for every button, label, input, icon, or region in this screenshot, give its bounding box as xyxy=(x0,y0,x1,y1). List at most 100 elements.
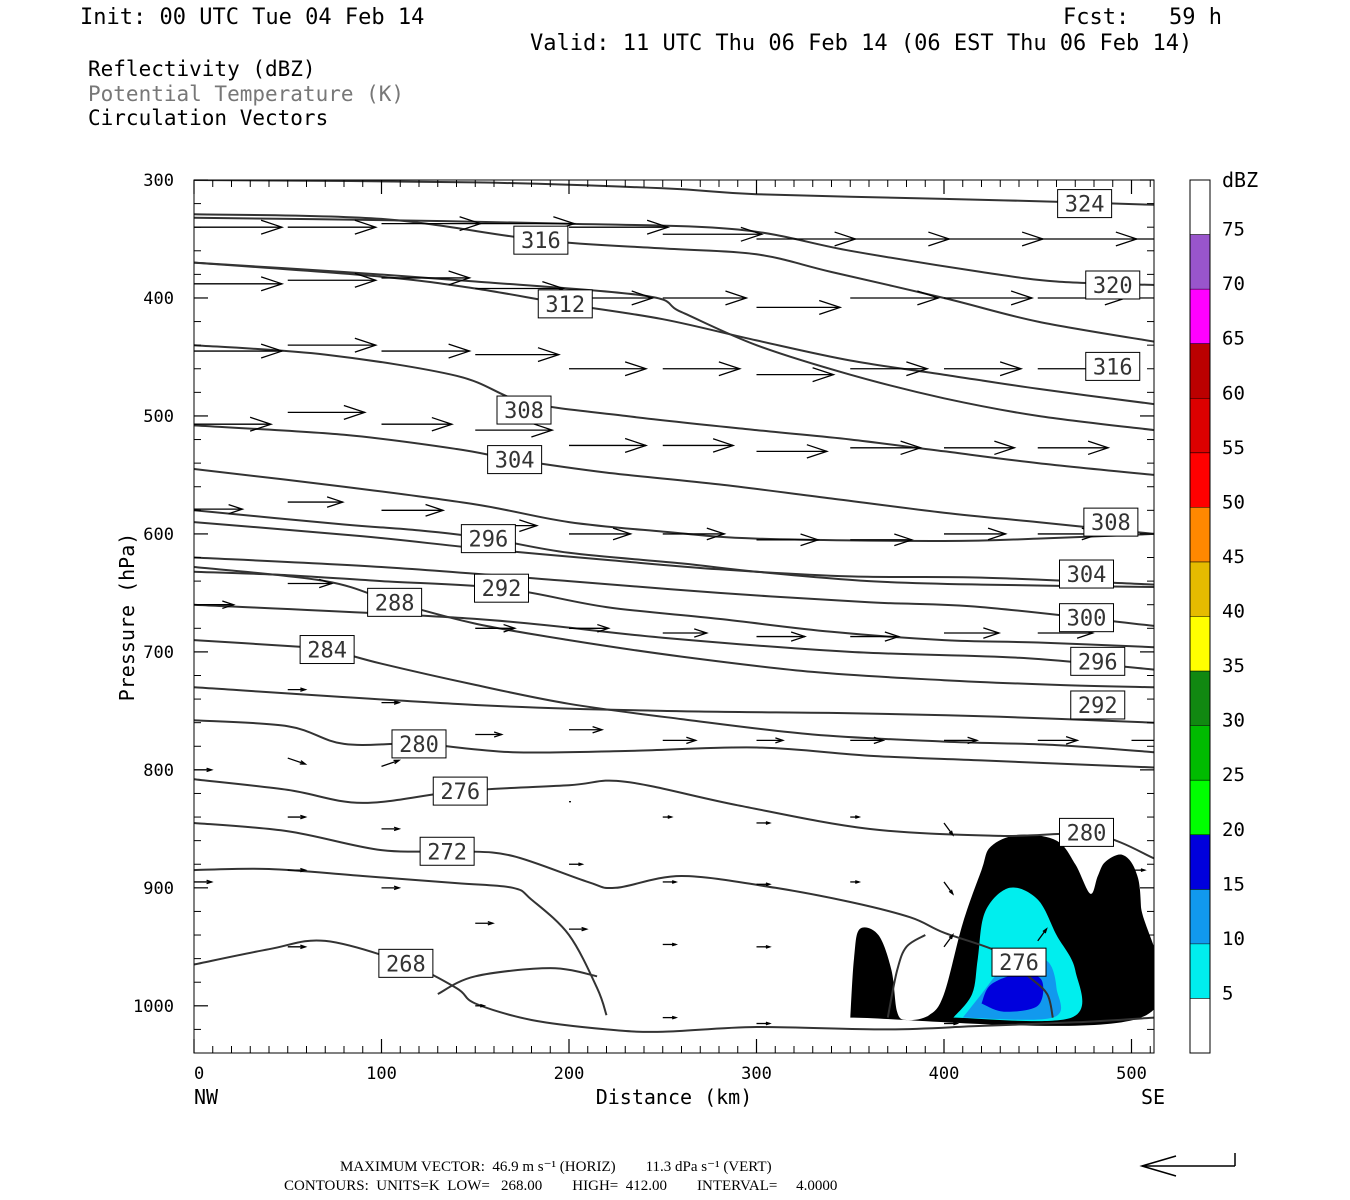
colorbar-label: 35 xyxy=(1222,655,1245,677)
colorbar-segment xyxy=(1190,725,1210,781)
reflectivity-fill xyxy=(850,834,1154,1026)
y-tick-label: 600 xyxy=(143,525,174,545)
theta-contour-276-17 xyxy=(194,778,1154,860)
colorbar-label: 70 xyxy=(1222,273,1245,295)
colorbar-segment xyxy=(1190,561,1210,617)
wind-vector xyxy=(944,627,1002,639)
y-tick-label: 800 xyxy=(143,761,174,781)
wind-vector xyxy=(756,299,843,315)
circulation-vectors xyxy=(194,216,1154,1026)
contour-label-276: 276 xyxy=(991,947,1047,977)
colorbar-label: 55 xyxy=(1222,437,1245,459)
wind-vector xyxy=(569,437,649,453)
theta-contour-316-4 xyxy=(194,261,1154,432)
wind-vector xyxy=(381,885,402,891)
colorbar-unit: dBZ xyxy=(1222,168,1258,192)
colorbar-segment xyxy=(1190,180,1210,235)
svg-text:300: 300 xyxy=(1067,607,1107,632)
wind-vector xyxy=(194,219,285,235)
theta-contour-308-7 xyxy=(194,468,1154,543)
wind-vector xyxy=(850,631,901,642)
wind-vector xyxy=(756,631,807,642)
wind-vector xyxy=(756,533,821,547)
colorbar-segment xyxy=(1190,398,1210,453)
y-axis-label: Pressure (hPa) xyxy=(115,533,139,702)
wind-vector xyxy=(756,367,836,383)
wind-vector xyxy=(756,882,772,887)
wind-vector xyxy=(287,578,334,589)
wind-vector xyxy=(381,416,454,432)
wind-vector xyxy=(1037,850,1048,865)
svg-text:292: 292 xyxy=(482,577,522,602)
wind-vector xyxy=(381,343,472,359)
wind-vector xyxy=(850,880,862,884)
wind-vector xyxy=(662,942,679,947)
svg-text:308: 308 xyxy=(1091,511,1131,536)
contour-label-272: 272 xyxy=(419,836,475,866)
svg-text:308: 308 xyxy=(504,399,544,424)
contour-label-296: 296 xyxy=(460,524,516,554)
wind-vector xyxy=(287,687,308,692)
theta-contour-320-1 xyxy=(194,216,1154,286)
wind-vector xyxy=(194,879,214,885)
contour-label-280: 280 xyxy=(391,729,447,759)
theta-contour-296-8 xyxy=(194,509,1154,588)
wind-vector xyxy=(287,757,308,765)
wind-vector xyxy=(662,438,736,453)
wind-vector xyxy=(662,880,679,884)
contour-label-268: 268 xyxy=(378,948,434,978)
wind-vector xyxy=(944,736,980,745)
wind-vector xyxy=(1131,868,1147,873)
x-axis-nw-label: NW xyxy=(194,1085,219,1109)
colorbar-label: 60 xyxy=(1222,382,1245,404)
colorbar-segment xyxy=(1190,289,1210,344)
svg-text:304: 304 xyxy=(495,449,535,474)
colorbar-segment xyxy=(1190,507,1210,562)
theta-contour-304-9 xyxy=(194,521,1154,586)
wind-vector xyxy=(1037,231,1139,247)
wind-vector xyxy=(662,736,698,745)
wind-vector xyxy=(475,347,561,363)
wind-vector xyxy=(756,821,772,825)
y-tick-label: 300 xyxy=(143,171,174,191)
contour-label-316: 316 xyxy=(1085,351,1141,381)
x-tick-label: 0 xyxy=(194,1064,204,1084)
contour-label-320: 320 xyxy=(1085,270,1141,300)
init-time: Init: 00 UTC Tue 04 Feb 14 xyxy=(80,5,424,30)
wind-vector xyxy=(475,623,517,633)
contour-label-316: 316 xyxy=(513,225,569,255)
contour-label-308: 308 xyxy=(1083,507,1139,537)
wind-vector xyxy=(475,920,495,926)
svg-text:316: 316 xyxy=(521,229,561,254)
contour-label-312: 312 xyxy=(537,289,593,319)
svg-text:296: 296 xyxy=(469,528,509,553)
wind-vector xyxy=(287,944,308,950)
wind-vector xyxy=(1131,927,1147,942)
x-axis-se-label: SE xyxy=(1141,1085,1165,1109)
x-tick-label: 500 xyxy=(1116,1064,1147,1084)
wind-vector xyxy=(944,527,1008,541)
x-tick-label: 100 xyxy=(366,1064,397,1084)
wind-vector xyxy=(662,815,674,819)
wind-vector xyxy=(569,862,585,867)
colorbar-label: 75 xyxy=(1222,219,1245,241)
colorbar-segment xyxy=(1190,834,1210,890)
max-vector-text: MAXIMUM VECTOR: 46.9 m s⁻¹ (HORIZ) 11.3 … xyxy=(340,1159,772,1175)
wind-vector xyxy=(287,496,345,508)
contour-label-324: 324 xyxy=(1057,189,1113,219)
wind-vector xyxy=(850,815,862,819)
wind-vector xyxy=(569,623,611,633)
wind-vector xyxy=(1037,440,1111,456)
x-tick-label: 400 xyxy=(929,1064,960,1084)
y-tick-label: 700 xyxy=(143,643,174,663)
theta-contour-300-11 xyxy=(194,556,1154,627)
wind-vector xyxy=(194,416,274,432)
svg-text:276: 276 xyxy=(999,951,1039,976)
svg-text:304: 304 xyxy=(1067,563,1107,588)
wind-vector xyxy=(756,944,772,949)
axes: 300 400 500 600 700 800 900 1000 0 100 200 300 400 50… xyxy=(133,171,1154,1084)
colorbar-segment xyxy=(1190,452,1210,508)
contour-label-296: 296 xyxy=(1070,646,1126,676)
wind-vector xyxy=(569,361,649,377)
